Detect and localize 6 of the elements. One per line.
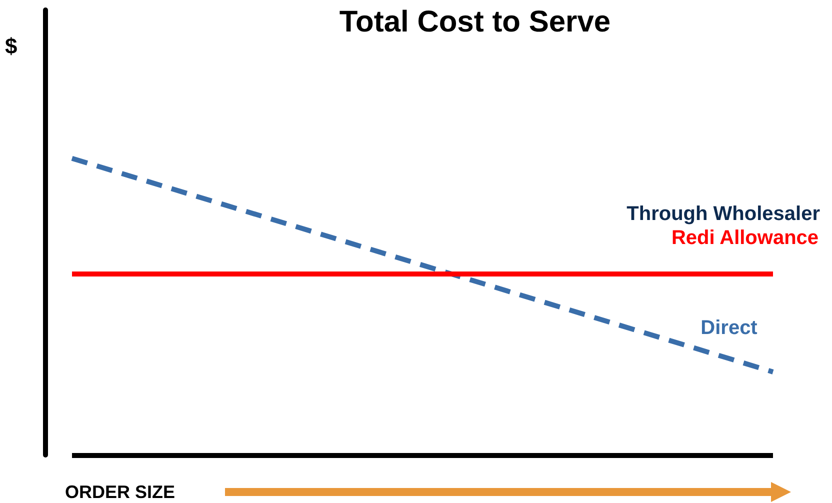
chart-title: Total Cost to Serve bbox=[339, 6, 611, 38]
series-label: Direct bbox=[700, 316, 758, 339]
annotation: Through Wholesaler bbox=[626, 203, 820, 225]
y-axis-title: $ bbox=[5, 34, 18, 58]
series-label: Redi Allowance bbox=[671, 227, 819, 250]
x-axis-title: ORDER SIZE bbox=[65, 482, 176, 502]
